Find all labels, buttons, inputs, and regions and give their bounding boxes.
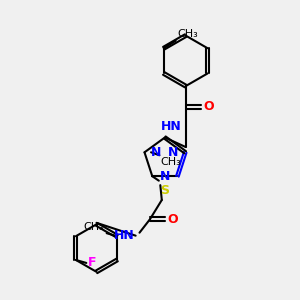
Text: CH₃: CH₃ <box>177 29 198 39</box>
Text: S: S <box>160 184 169 197</box>
Text: O: O <box>203 100 214 113</box>
Text: CH₃: CH₃ <box>161 157 182 167</box>
Text: HN: HN <box>114 229 135 242</box>
Text: N: N <box>151 146 161 159</box>
Text: HN: HN <box>160 120 181 133</box>
Text: N: N <box>167 146 178 159</box>
Text: F: F <box>88 256 96 269</box>
Text: N: N <box>160 170 170 183</box>
Text: CH₃: CH₃ <box>84 222 104 232</box>
Text: O: O <box>168 213 178 226</box>
